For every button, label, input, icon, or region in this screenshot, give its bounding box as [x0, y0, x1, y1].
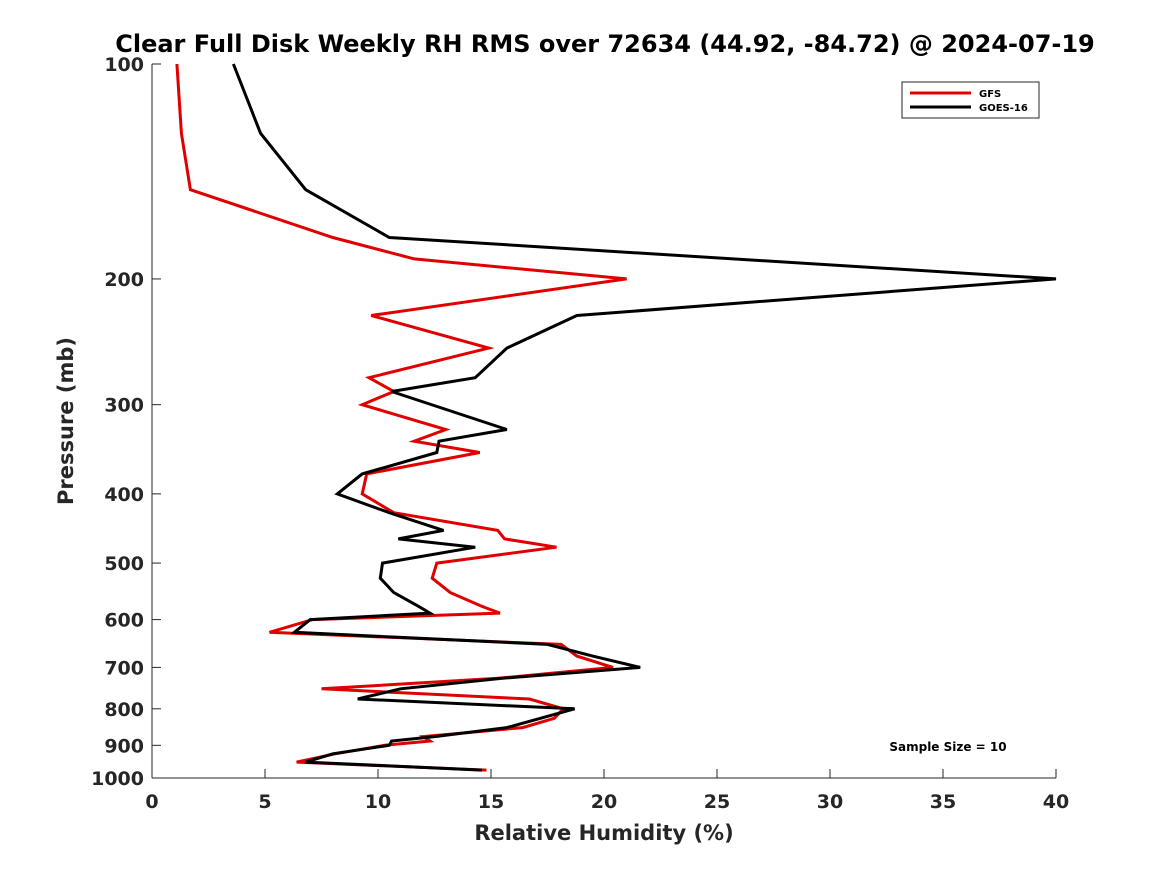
y-tick-label-500: 500 — [104, 553, 144, 575]
y-tick-label-600: 600 — [104, 610, 144, 632]
x-tick-label-35: 35 — [930, 791, 956, 813]
x-axis-label: Relative Humidity (%) — [474, 821, 733, 845]
sample-size-annotation: Sample Size = 10 — [889, 740, 1006, 754]
x-tick-label-30: 30 — [817, 791, 843, 813]
y-tick-label-200: 200 — [104, 269, 144, 291]
legend-label-goes-16: GOES-16 — [979, 103, 1028, 114]
x-tick-label-10: 10 — [365, 791, 391, 813]
y-tick-label-700: 700 — [104, 657, 144, 679]
y-tick-label-400: 400 — [104, 484, 144, 506]
x-tick-label-40: 40 — [1043, 791, 1069, 813]
series-line-goes-16 — [232, 63, 1057, 772]
legend-label-gfs: GFS — [979, 89, 1001, 100]
y-tick-label-800: 800 — [104, 699, 144, 721]
x-tick-label-25: 25 — [704, 791, 730, 813]
x-tick-label-15: 15 — [478, 791, 504, 813]
x-tick-label-0: 0 — [145, 791, 158, 813]
plot-series — [175, 63, 1057, 772]
y-tick-label-900: 900 — [104, 735, 144, 757]
y-tick-label-100: 100 — [104, 54, 144, 76]
y-axis-label: Pressure (mb) — [54, 337, 78, 505]
y-tick-label-300: 300 — [104, 395, 144, 417]
legend: GFS GOES-16 — [901, 81, 1040, 119]
x-tick-label-5: 5 — [258, 791, 271, 813]
chart-title: Clear Full Disk Weekly RH RMS over 72634… — [115, 30, 1095, 58]
plot-axes: 0 5 10 15 20 25 30 35 40 100 200 300 400 500 600 700 800… — [91, 54, 1069, 813]
x-tick-label-20: 20 — [591, 791, 617, 813]
series-line-gfs — [175, 63, 627, 772]
y-tick-label-1000: 1000 — [91, 768, 144, 790]
legend-box — [901, 81, 1040, 119]
